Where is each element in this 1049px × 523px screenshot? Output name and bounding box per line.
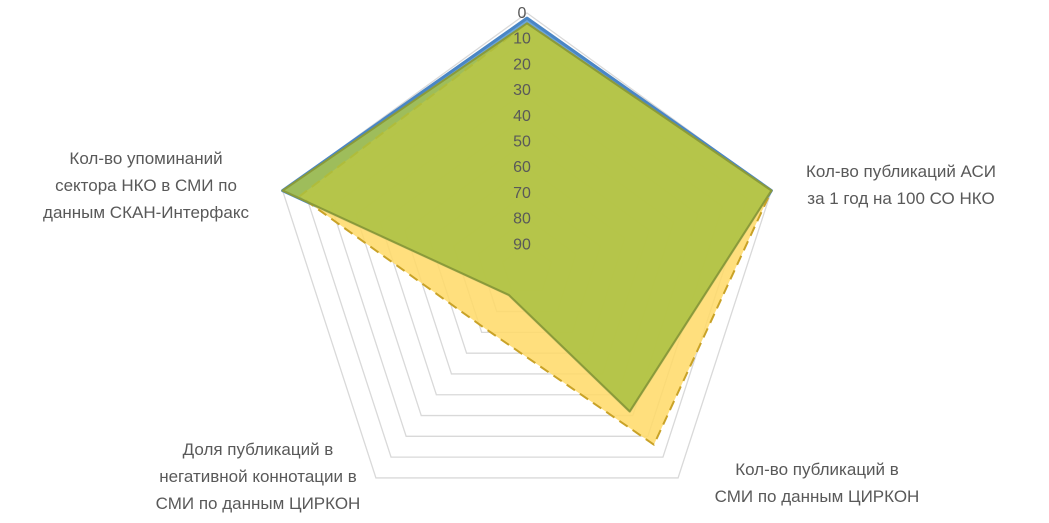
category-label-line: Кол-во публикаций АСИ xyxy=(806,162,996,181)
category-label-line: Доля публикаций в xyxy=(183,440,334,459)
tick-label: 10 xyxy=(513,31,531,48)
tick-label: 40 xyxy=(513,108,531,125)
category-label-line: данным СКАН-Интерфакс xyxy=(43,203,249,222)
tick-label: 70 xyxy=(513,185,531,202)
tick-label: 80 xyxy=(513,211,531,228)
tick-label: 90 xyxy=(513,236,531,253)
category-label: Кол-во упоминаний сектора НКО в СМИ по дан… xyxy=(43,149,249,222)
category-label-line: негативной коннотации в xyxy=(159,467,357,486)
category-label: Доля публикаций в негативной коннотации в… xyxy=(156,440,361,513)
category-label: Кол-во публикаций в СМИ по данным ЦИРКОН xyxy=(715,460,920,506)
category-label: Кол-во публикаций АСИ за 1 год на 100 СО … xyxy=(806,162,996,208)
tick-label: 30 xyxy=(513,82,531,99)
category-label-line: Кол-во упоминаний xyxy=(69,149,222,168)
series-area-3 xyxy=(281,22,773,413)
tick-label: 60 xyxy=(513,159,531,176)
category-labels: Кол-во публикаций АСИ за 1 год на 100 СО … xyxy=(43,149,996,513)
category-label-line: за 1 год на 100 СО НКО xyxy=(807,189,994,208)
tick-label: 20 xyxy=(513,56,531,73)
radar-series xyxy=(281,16,773,446)
category-label-line: СМИ по данным ЦИРКОН xyxy=(715,487,920,506)
category-label-line: сектора НКО в СМИ по xyxy=(55,176,237,195)
category-label-line: Кол-во публикаций в xyxy=(735,460,899,479)
tick-label: 0 xyxy=(518,5,527,22)
tick-label: 50 xyxy=(513,134,531,151)
axis-tick-labels: 0 10 20 30 40 50 60 70 80 90 xyxy=(513,5,531,253)
category-label-line: СМИ по данным ЦИРКОН xyxy=(156,494,361,513)
